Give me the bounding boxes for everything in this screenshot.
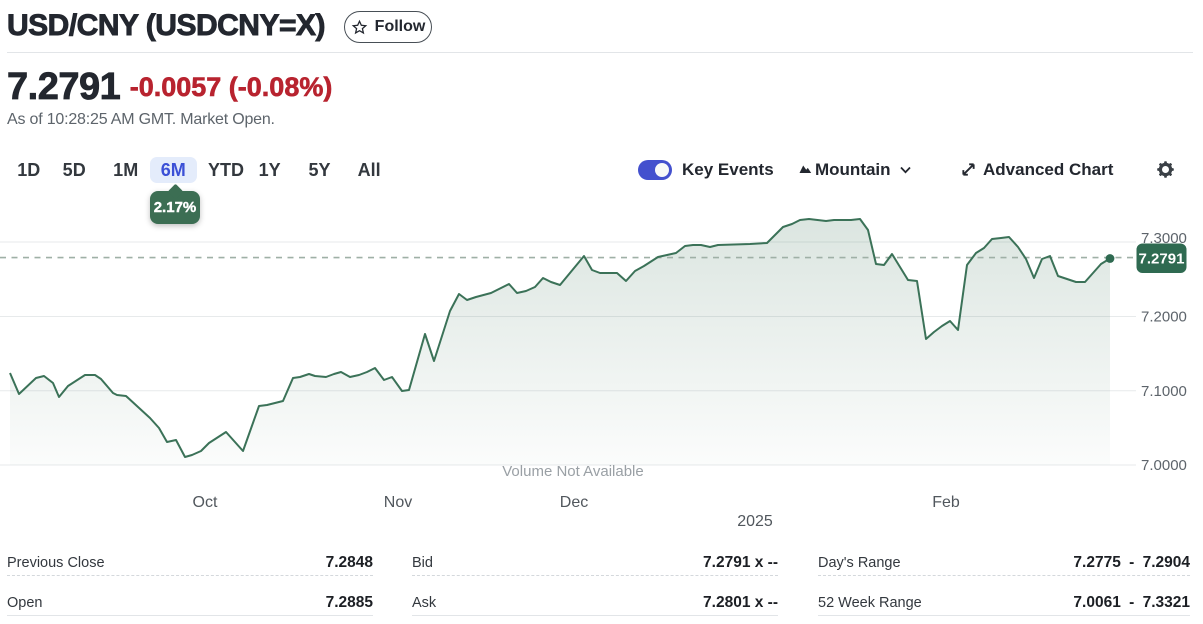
- svg-text:Feb: Feb: [932, 494, 960, 511]
- svg-text:7.2791: 7.2791: [1139, 251, 1185, 268]
- svg-text:7.0000: 7.0000: [1141, 457, 1187, 474]
- svg-text:7.2000: 7.2000: [1141, 309, 1187, 326]
- svg-text:7.3000: 7.3000: [1141, 230, 1187, 247]
- svg-text:Volume Not Available: Volume Not Available: [502, 463, 643, 480]
- svg-text:Dec: Dec: [560, 494, 588, 511]
- svg-text:7.1000: 7.1000: [1141, 383, 1187, 400]
- svg-text:2025: 2025: [737, 513, 773, 530]
- svg-text:Nov: Nov: [384, 494, 412, 511]
- svg-text:Oct: Oct: [193, 494, 218, 511]
